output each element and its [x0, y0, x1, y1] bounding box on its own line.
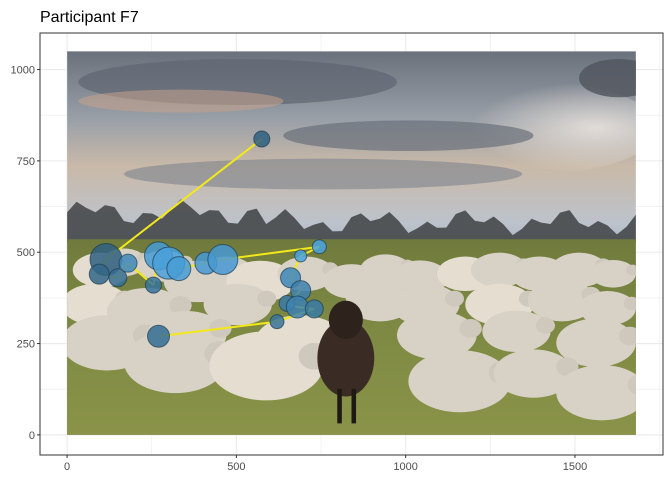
y-tick-label: 250: [17, 339, 35, 351]
background-photo: [67, 51, 636, 435]
sheep-head: [257, 290, 277, 307]
fixation-point: [207, 244, 239, 276]
black-sheep-leg: [351, 388, 357, 424]
sheep-head: [626, 264, 636, 276]
black-sheep-head: [328, 300, 363, 339]
sheep: [493, 349, 574, 398]
sheep: [408, 350, 511, 413]
x-tick-label: 1500: [563, 461, 587, 473]
fixation-point: [253, 130, 271, 148]
fixation-point: [118, 253, 138, 273]
x-tick-label: 500: [227, 461, 245, 473]
panel-border: [39, 32, 664, 456]
fixation-point: [88, 263, 110, 285]
fixation-point: [166, 256, 192, 282]
sheep-head: [444, 290, 465, 307]
y-tick-label: 750: [17, 156, 35, 168]
sheep: [556, 318, 636, 368]
chart-title: Participant F7: [40, 9, 139, 26]
fixation-point: [147, 324, 171, 348]
sheep-head: [459, 319, 482, 338]
cloud: [78, 89, 284, 113]
axes: 0 500 1000 1500 0 250 500 750 1000: [11, 32, 664, 473]
fixation-point: [311, 239, 327, 255]
black-sheep: [317, 319, 375, 397]
sky-glow: [408, 81, 636, 175]
sheep: [527, 279, 597, 322]
fixation-point: [144, 276, 162, 294]
x-tick-label: 1000: [393, 461, 417, 473]
tree-line: [67, 199, 636, 244]
cloud: [579, 58, 636, 98]
fixation-point: [294, 249, 308, 263]
sheep: [556, 365, 636, 421]
cloud: [283, 120, 534, 152]
fixation-point: [304, 299, 324, 319]
sheep-head: [618, 326, 636, 346]
sheep: [123, 330, 227, 394]
sheep-head: [535, 317, 556, 334]
sheep-head: [169, 296, 192, 315]
sheep: [209, 331, 324, 401]
scanpath-segment: [105, 138, 263, 261]
sheep: [482, 310, 551, 353]
black-sheep-leg: [337, 388, 342, 424]
fixation-points: [88, 130, 327, 348]
sheep: [579, 291, 636, 326]
fixation-point: [108, 268, 128, 288]
y-tick-label: 500: [17, 247, 35, 259]
sheep: [203, 283, 272, 326]
sheep: [590, 259, 636, 288]
fixation-point: [269, 314, 285, 330]
scanpath-segment: [222, 245, 320, 261]
cloud: [123, 158, 523, 190]
y-tick-label: 1000: [11, 65, 35, 77]
x-tick-label: 0: [64, 461, 70, 473]
sheep-head: [623, 296, 636, 311]
scanpath-segment: [158, 320, 278, 338]
sheep-head: [627, 374, 636, 396]
y-tick-label: 0: [29, 430, 35, 442]
sheep: [397, 310, 477, 360]
